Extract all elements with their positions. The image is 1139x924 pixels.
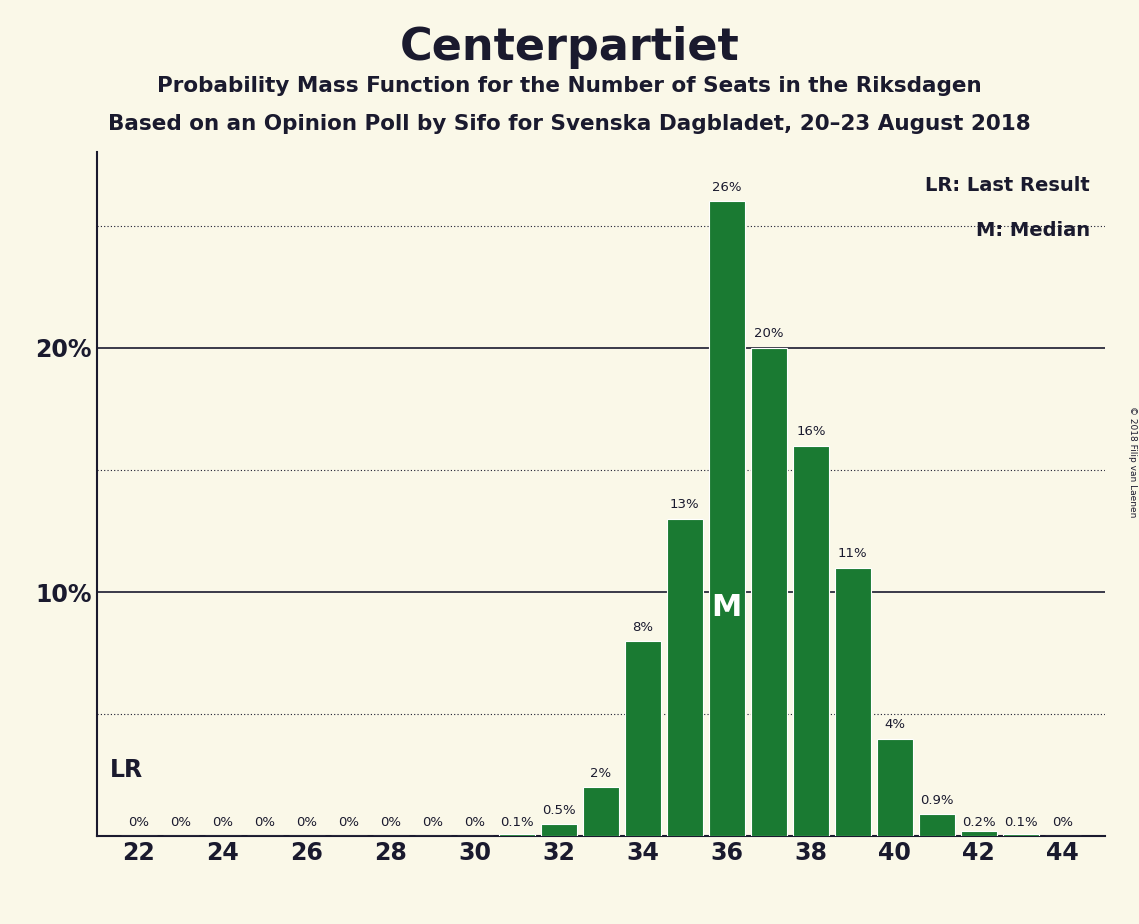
Text: 4%: 4% (884, 718, 906, 731)
Text: 0%: 0% (465, 816, 485, 829)
Text: 11%: 11% (838, 547, 868, 560)
Text: 0%: 0% (1052, 816, 1073, 829)
Bar (625, 641, 661, 836)
Text: M: M (712, 593, 741, 622)
Text: © 2018 Filip van Laenen: © 2018 Filip van Laenen (1128, 407, 1137, 517)
Text: 0.2%: 0.2% (962, 816, 995, 829)
Text: 0.1%: 0.1% (500, 816, 534, 829)
Text: 13%: 13% (670, 498, 699, 512)
Text: Based on an Opinion Poll by Sifo for Svenska Dagbladet, 20–23 August 2018: Based on an Opinion Poll by Sifo for Sve… (108, 114, 1031, 134)
Bar (499, 833, 534, 836)
Bar (751, 347, 787, 836)
Text: 0%: 0% (129, 816, 149, 829)
Text: Probability Mass Function for the Number of Seats in the Riksdagen: Probability Mass Function for the Number… (157, 76, 982, 96)
Text: 0%: 0% (254, 816, 276, 829)
Text: 0%: 0% (171, 816, 191, 829)
Text: 8%: 8% (632, 621, 654, 634)
Text: 20%: 20% (754, 327, 784, 341)
Bar (793, 445, 829, 836)
Text: 0%: 0% (423, 816, 443, 829)
Text: 0%: 0% (296, 816, 318, 829)
Text: 26%: 26% (712, 181, 741, 194)
Bar (1003, 833, 1039, 836)
Text: 0%: 0% (338, 816, 359, 829)
Bar (708, 201, 745, 836)
Text: 2%: 2% (590, 767, 612, 780)
Text: LR: Last Result: LR: Last Result (925, 176, 1090, 195)
Text: 0.5%: 0.5% (542, 804, 575, 817)
Text: M: Median: M: Median (976, 221, 1090, 240)
Bar (919, 814, 954, 836)
Bar (541, 824, 576, 836)
Bar (961, 832, 997, 836)
Bar (667, 518, 703, 836)
Bar (583, 787, 618, 836)
Text: Centerpartiet: Centerpartiet (400, 26, 739, 69)
Text: 0%: 0% (380, 816, 401, 829)
Text: 0%: 0% (212, 816, 233, 829)
Text: 0.1%: 0.1% (1003, 816, 1038, 829)
Bar (835, 567, 870, 836)
Text: LR: LR (109, 759, 142, 783)
Bar (877, 738, 912, 836)
Text: 16%: 16% (796, 425, 826, 438)
Text: 0.9%: 0.9% (920, 794, 953, 807)
